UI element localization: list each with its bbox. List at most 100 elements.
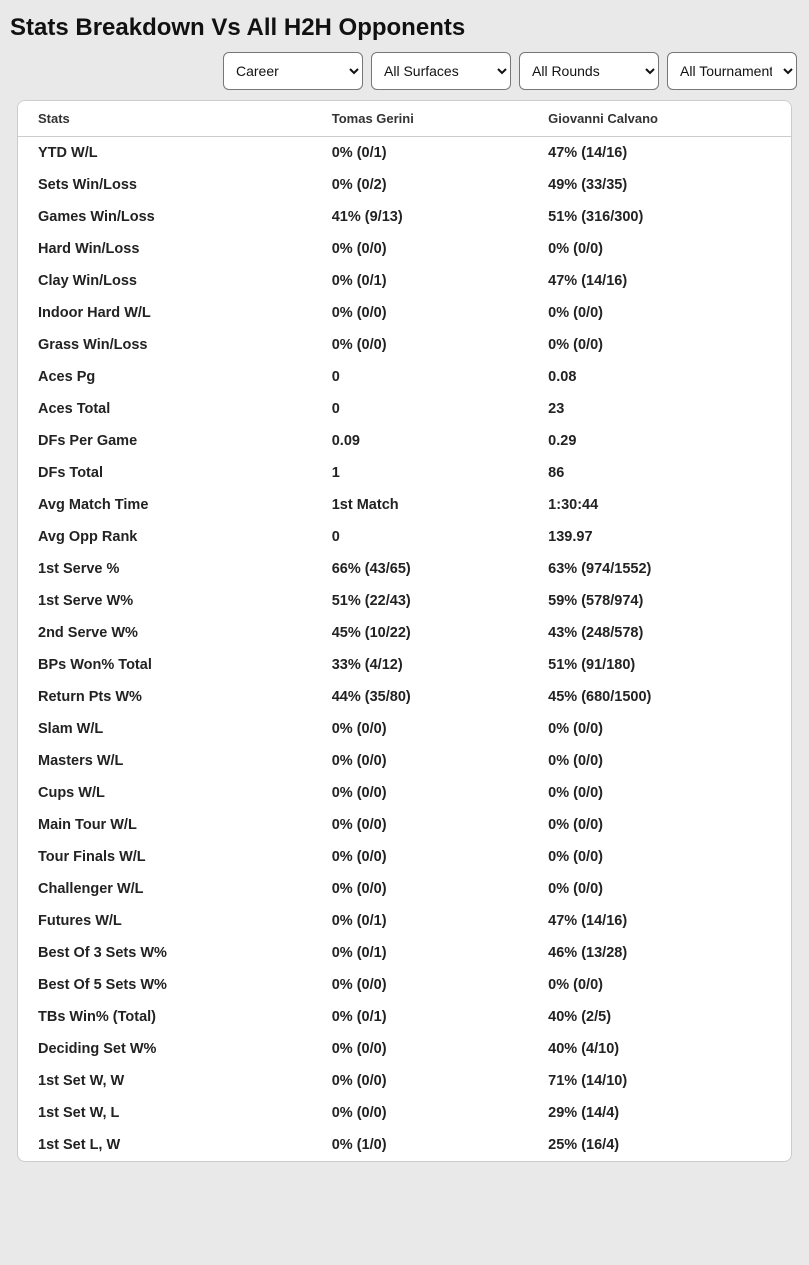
stat-label: Best Of 3 Sets W% <box>18 937 312 969</box>
stat-label: Aces Total <box>18 393 312 425</box>
player1-value: 0% (0/0) <box>312 1033 528 1065</box>
player1-value: 44% (35/80) <box>312 681 528 713</box>
table-row: Best Of 5 Sets W%0% (0/0)0% (0/0) <box>18 969 791 1001</box>
table-header-row: Stats Tomas Gerini Giovanni Calvano <box>18 101 791 137</box>
stat-label: Slam W/L <box>18 713 312 745</box>
player2-value: 45% (680/1500) <box>528 681 791 713</box>
player2-value: 0% (0/0) <box>528 233 791 265</box>
player1-value: 0% (0/0) <box>312 233 528 265</box>
player1-value: 0% (0/0) <box>312 777 528 809</box>
player2-value: 0% (0/0) <box>528 809 791 841</box>
player2-value: 1:30:44 <box>528 489 791 521</box>
player2-value: 25% (16/4) <box>528 1129 791 1161</box>
player1-value: 0 <box>312 521 528 553</box>
table-row: Avg Match Time1st Match1:30:44 <box>18 489 791 521</box>
player2-value: 59% (578/974) <box>528 585 791 617</box>
player1-value: 0% (1/0) <box>312 1129 528 1161</box>
player2-value: 47% (14/16) <box>528 137 791 170</box>
stat-label: Indoor Hard W/L <box>18 297 312 329</box>
stat-label: 2nd Serve W% <box>18 617 312 649</box>
table-row: 1st Serve W%51% (22/43)59% (578/974) <box>18 585 791 617</box>
table-row: Cups W/L0% (0/0)0% (0/0) <box>18 777 791 809</box>
stat-label: DFs Per Game <box>18 425 312 457</box>
player2-value: 0% (0/0) <box>528 745 791 777</box>
table-row: Tour Finals W/L0% (0/0)0% (0/0) <box>18 841 791 873</box>
player2-value: 47% (14/16) <box>528 905 791 937</box>
table-row: Games Win/Loss41% (9/13)51% (316/300) <box>18 201 791 233</box>
player2-value: 0% (0/0) <box>528 873 791 905</box>
player1-value: 66% (43/65) <box>312 553 528 585</box>
table-row: Challenger W/L0% (0/0)0% (0/0) <box>18 873 791 905</box>
player2-value: 0% (0/0) <box>528 329 791 361</box>
table-row: Sets Win/Loss0% (0/2)49% (33/35) <box>18 169 791 201</box>
player1-value: 0% (0/0) <box>312 1065 528 1097</box>
player1-value: 1st Match <box>312 489 528 521</box>
table-row: Avg Opp Rank0139.97 <box>18 521 791 553</box>
player1-value: 0% (0/1) <box>312 265 528 297</box>
stat-label: 1st Set W, L <box>18 1097 312 1129</box>
stat-label: YTD W/L <box>18 137 312 170</box>
col-header-player1: Tomas Gerini <box>312 101 528 137</box>
player2-value: 40% (2/5) <box>528 1001 791 1033</box>
player2-value: 51% (91/180) <box>528 649 791 681</box>
player2-value: 40% (4/10) <box>528 1033 791 1065</box>
table-row: 1st Set L, W0% (1/0)25% (16/4) <box>18 1129 791 1161</box>
period-select[interactable]: Career <box>223 52 363 90</box>
table-row: Grass Win/Loss0% (0/0)0% (0/0) <box>18 329 791 361</box>
player1-value: 0% (0/0) <box>312 713 528 745</box>
player1-value: 0% (0/1) <box>312 937 528 969</box>
stat-label: 1st Set W, W <box>18 1065 312 1097</box>
player1-value: 0% (0/0) <box>312 809 528 841</box>
table-row: DFs Total186 <box>18 457 791 489</box>
player1-value: 0% (0/0) <box>312 873 528 905</box>
player1-value: 1 <box>312 457 528 489</box>
player2-value: 86 <box>528 457 791 489</box>
tournament-select[interactable]: All Tournaments <box>667 52 797 90</box>
stat-label: BPs Won% Total <box>18 649 312 681</box>
stat-label: Hard Win/Loss <box>18 233 312 265</box>
player1-value: 45% (10/22) <box>312 617 528 649</box>
player2-value: 0% (0/0) <box>528 841 791 873</box>
table-row: YTD W/L0% (0/1)47% (14/16) <box>18 137 791 170</box>
player2-value: 23 <box>528 393 791 425</box>
table-row: Deciding Set W%0% (0/0)40% (4/10) <box>18 1033 791 1065</box>
stats-table-wrap: Stats Tomas Gerini Giovanni Calvano YTD … <box>17 100 792 1162</box>
stat-label: Games Win/Loss <box>18 201 312 233</box>
table-row: Return Pts W%44% (35/80)45% (680/1500) <box>18 681 791 713</box>
table-row: Aces Total023 <box>18 393 791 425</box>
page-title: Stats Breakdown Vs All H2H Opponents <box>10 14 799 42</box>
stat-label: Sets Win/Loss <box>18 169 312 201</box>
player2-value: 0.29 <box>528 425 791 457</box>
player2-value: 46% (13/28) <box>528 937 791 969</box>
player2-value: 0.08 <box>528 361 791 393</box>
player1-value: 41% (9/13) <box>312 201 528 233</box>
stat-label: Avg Match Time <box>18 489 312 521</box>
table-row: 1st Serve %66% (43/65)63% (974/1552) <box>18 553 791 585</box>
player2-value: 0% (0/0) <box>528 777 791 809</box>
player1-value: 0% (0/1) <box>312 905 528 937</box>
surface-select[interactable]: All Surfaces <box>371 52 511 90</box>
player2-value: 49% (33/35) <box>528 169 791 201</box>
table-row: 1st Set W, W0% (0/0)71% (14/10) <box>18 1065 791 1097</box>
stat-label: Return Pts W% <box>18 681 312 713</box>
table-row: BPs Won% Total33% (4/12)51% (91/180) <box>18 649 791 681</box>
player2-value: 0% (0/0) <box>528 297 791 329</box>
stat-label: TBs Win% (Total) <box>18 1001 312 1033</box>
table-row: Futures W/L0% (0/1)47% (14/16) <box>18 905 791 937</box>
player1-value: 33% (4/12) <box>312 649 528 681</box>
stat-label: Challenger W/L <box>18 873 312 905</box>
player1-value: 0% (0/0) <box>312 1097 528 1129</box>
player1-value: 0% (0/0) <box>312 841 528 873</box>
round-select[interactable]: All Rounds <box>519 52 659 90</box>
filters-bar: Career All Surfaces All Rounds All Tourn… <box>10 52 799 90</box>
stats-table: Stats Tomas Gerini Giovanni Calvano YTD … <box>18 101 791 1161</box>
table-row: Slam W/L0% (0/0)0% (0/0) <box>18 713 791 745</box>
player2-value: 43% (248/578) <box>528 617 791 649</box>
table-row: DFs Per Game0.090.29 <box>18 425 791 457</box>
player1-value: 0% (0/0) <box>312 297 528 329</box>
player1-value: 51% (22/43) <box>312 585 528 617</box>
table-row: Clay Win/Loss0% (0/1)47% (14/16) <box>18 265 791 297</box>
stat-label: Grass Win/Loss <box>18 329 312 361</box>
player2-value: 51% (316/300) <box>528 201 791 233</box>
player2-value: 139.97 <box>528 521 791 553</box>
